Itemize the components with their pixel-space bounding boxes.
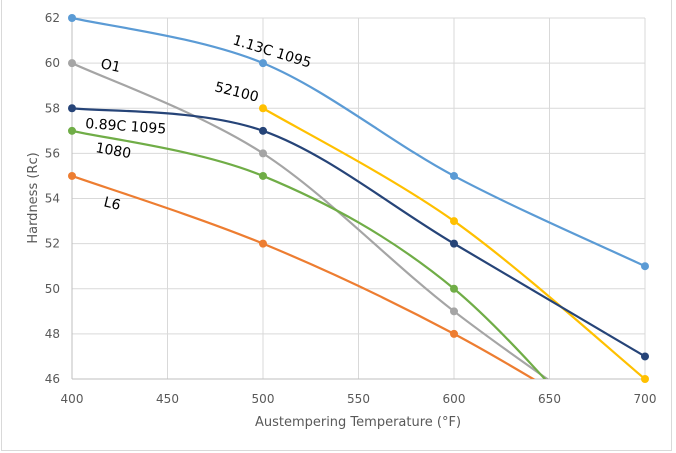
- data-point-o1: [68, 59, 76, 68]
- label-l6: L6: [102, 194, 122, 214]
- data-point-0-89c-1095: [259, 126, 267, 135]
- data-point-0-89c-1095: [450, 239, 458, 248]
- y-tick-label: 56: [45, 146, 60, 160]
- data-point-52100: [641, 375, 649, 383]
- data-point-o1: [259, 149, 267, 158]
- y-axis-title: Hardness (Rc): [26, 152, 41, 243]
- series-line-l6: [72, 174, 536, 379]
- x-tick-label: 700: [634, 392, 657, 406]
- y-tick-label: 58: [45, 101, 60, 115]
- series-line-1080: [72, 129, 547, 379]
- y-tick-label: 50: [45, 282, 60, 296]
- y-tick-label: 52: [45, 237, 60, 251]
- data-point-0-89c-1095: [68, 104, 76, 113]
- series-labels: 1.13C 1095 O1 52100 0.89C 1095 1080 L6: [85, 33, 313, 214]
- data-point-1-13c-1095: [450, 171, 458, 180]
- data-point-o1: [450, 307, 458, 316]
- series-line-0-89c-1095: [72, 107, 646, 358]
- x-tick-label: 500: [252, 392, 275, 406]
- data-point-1-13c-1095: [641, 262, 649, 271]
- x-tick-label: 400: [61, 392, 84, 406]
- y-tick-label: 60: [45, 56, 60, 70]
- x-tick-labels: 400 450 500 550 600 650 700: [61, 392, 657, 406]
- label-52100: 52100: [213, 79, 260, 105]
- label-0-89c-1095: 0.89C 1095: [85, 116, 167, 138]
- data-point-l6: [68, 171, 76, 180]
- y-tick-label: 54: [45, 192, 60, 206]
- series-line-o1: [72, 62, 550, 379]
- gridlines: [71, 17, 646, 380]
- y-tick-labels: 46 48 50 52 54 56 58 60 62: [45, 11, 60, 386]
- y-tick-label: 48: [45, 327, 60, 341]
- markers-group: [68, 14, 649, 383]
- label-o1: O1: [99, 56, 122, 76]
- y-tick-label: 62: [45, 11, 60, 25]
- data-point-52100: [259, 104, 267, 113]
- data-point-1080: [259, 171, 267, 180]
- x-tick-label: 600: [443, 392, 466, 406]
- data-point-1-13c-1095: [259, 59, 267, 68]
- x-tick-label: 450: [156, 392, 179, 406]
- data-point-1-13c-1095: [68, 14, 76, 22]
- x-tick-label: 550: [347, 392, 370, 406]
- data-point-1080: [68, 126, 76, 135]
- x-axis-title: Austempering Temperature (°F): [255, 415, 461, 430]
- y-tick-label: 46: [45, 372, 60, 386]
- data-point-1080: [450, 284, 458, 293]
- label-1080: 1080: [94, 140, 132, 162]
- series-line-1-13c-1095: [72, 16, 646, 268]
- data-point-0-89c-1095: [641, 352, 649, 361]
- data-point-l6: [259, 239, 267, 248]
- label-1-13c-1095: 1.13C 1095: [231, 33, 313, 72]
- data-point-l6: [450, 329, 458, 338]
- data-point-52100: [450, 217, 458, 226]
- x-tick-label: 650: [538, 392, 561, 406]
